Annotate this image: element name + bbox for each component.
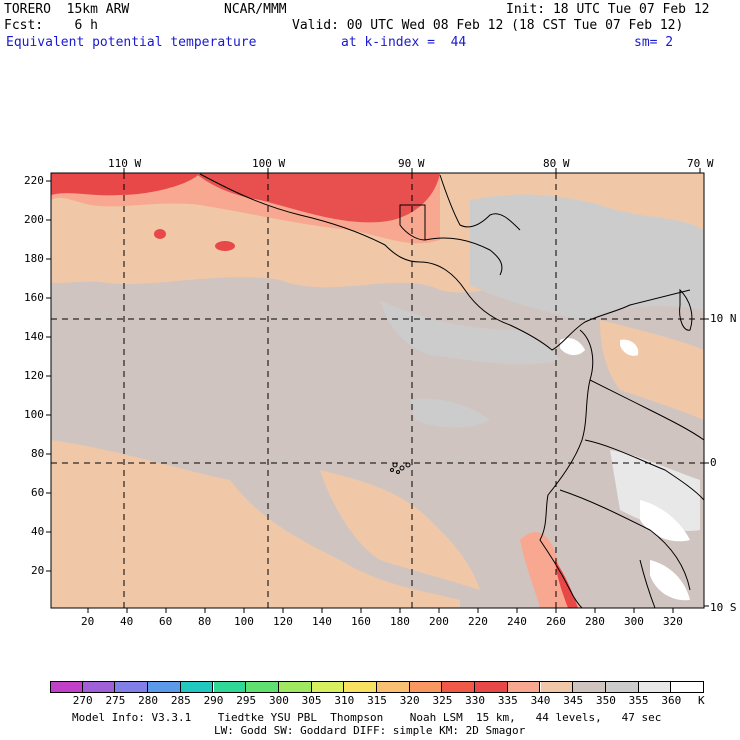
organization: NCAR/MMM	[224, 2, 287, 17]
level-info: at k-index = 44	[341, 35, 467, 50]
colorbar-swatch	[278, 681, 312, 693]
x-tick-label: 160	[351, 615, 371, 628]
colorbar-level-label: 280	[138, 694, 159, 707]
y-tick-label: 120	[24, 369, 44, 382]
lon-label-110w: 110 W	[108, 157, 142, 170]
colorbar-level-label: 290	[203, 694, 224, 707]
colorbar-swatch	[213, 681, 247, 693]
colorbar-swatch	[246, 681, 279, 693]
colorbar-level-label: 320	[399, 694, 420, 707]
lat-label-10s: 10 S	[710, 601, 737, 614]
y-tick-label: 160	[24, 291, 44, 304]
y-tick-label: 20	[31, 564, 45, 577]
x-tick-label: 220	[468, 615, 488, 628]
colorbar-swatch	[115, 681, 149, 693]
colorbar-swatch	[82, 681, 116, 693]
init-time: Init: 18 UTC Tue 07 Feb 12	[506, 2, 710, 17]
x-tick-label: 260	[546, 615, 566, 628]
colorbar-level-label: 360	[661, 694, 682, 707]
colorbar-level-label: 325	[432, 694, 453, 707]
colorbar-frame	[50, 681, 704, 693]
smoothing-info: sm= 2	[634, 35, 674, 50]
x-tick-label: 100	[234, 615, 254, 628]
colorbar-level-label: 315	[367, 694, 387, 707]
colorbar-level-label: 270	[72, 694, 93, 707]
x-tick-label: 80	[198, 615, 212, 628]
colorbar-level-label: 335	[497, 694, 518, 707]
x-tick-label: 60	[159, 615, 173, 628]
lon-label-90w: 90 W	[398, 157, 425, 170]
x-tick-label: 200	[429, 615, 449, 628]
colorbar-level-label: 275	[105, 694, 126, 707]
colorbar	[50, 681, 704, 693]
x-tick-label: 120	[273, 615, 293, 628]
right-ticks	[704, 318, 709, 607]
colorbar-swatch	[507, 681, 541, 693]
y-tick-label: 80	[31, 447, 45, 460]
y-tick-label: 220	[24, 174, 44, 187]
y-tick-label: 140	[24, 330, 44, 343]
colorbar-level-label: 355	[628, 694, 649, 707]
y-tick-label: 100	[24, 408, 44, 421]
lat-label-0: 0	[710, 456, 717, 469]
x-tick-label: 320	[663, 615, 683, 628]
colorbar-swatch	[311, 681, 345, 693]
colorbar-swatch	[344, 681, 377, 693]
map-frame	[50, 172, 705, 609]
colorbar-level-label: 305	[301, 694, 322, 707]
colorbar-swatch	[573, 681, 606, 693]
forecast-hour: Fcst: 6 h	[4, 18, 98, 33]
lon-label-70w: 70 W	[687, 157, 714, 170]
field-name: Equivalent potential temperature	[6, 35, 257, 50]
model-info: Model Info: V3.3.1 Tiedtke YSU PBL Thomp…	[72, 711, 662, 724]
colorbar-swatch	[605, 681, 639, 693]
model-name: TORERO 15km ARW	[4, 2, 130, 17]
colorbar-level-label: 330	[465, 694, 486, 707]
colorbar-swatch	[148, 681, 181, 693]
x-tick-label: 140	[312, 615, 332, 628]
y-tick-label: 180	[24, 252, 44, 265]
colorbar-level-label: 285	[170, 694, 191, 707]
map-plot	[46, 168, 709, 613]
colorbar-swatch	[638, 681, 672, 693]
x-tick-label: 280	[585, 615, 605, 628]
lon-label-100w: 100 W	[252, 157, 286, 170]
colorbar-level-label: 310	[334, 694, 355, 707]
valid-time: Valid: 00 UTC Wed 08 Feb 12 (18 CST Tue …	[292, 18, 684, 33]
bottom-ticks	[87, 608, 674, 613]
lat-label-10n: 10 N	[710, 312, 737, 325]
lat-lon-grid	[51, 173, 704, 608]
colorbar-swatch	[442, 681, 476, 693]
temperature-field	[51, 173, 704, 608]
x-tick-label: 240	[507, 615, 527, 628]
colorbar-swatch	[180, 681, 214, 693]
colorbar-level-label: 340	[530, 694, 551, 707]
x-tick-label: 20	[81, 615, 95, 628]
x-tick-label: 180	[390, 615, 410, 628]
colorbar-level-label: 345	[563, 694, 584, 707]
colorbar-swatch	[409, 681, 443, 693]
y-tick-label: 60	[31, 486, 45, 499]
colorbar-swatch	[475, 681, 508, 693]
y-tick-label: 40	[31, 525, 45, 538]
colorbar-level-label: 295	[236, 694, 257, 707]
x-tick-label: 40	[120, 615, 134, 628]
colorbar-swatch	[50, 681, 83, 693]
x-tick-label: 300	[624, 615, 644, 628]
coastlines	[199, 173, 705, 609]
y-tick-label: 200	[24, 213, 44, 226]
physics-info: LW: Godd SW: Goddard DIFF: simple KM: 2D…	[214, 724, 526, 737]
colorbar-level-label: 350	[595, 694, 616, 707]
colorbar-swatch	[377, 681, 410, 693]
top-ticks	[123, 168, 701, 173]
lon-label-80w: 80 W	[543, 157, 570, 170]
colorbar-swatch	[540, 681, 574, 693]
left-ticks	[46, 180, 51, 572]
colorbar-unit: K	[698, 694, 705, 707]
colorbar-level-label: 300	[268, 694, 289, 707]
